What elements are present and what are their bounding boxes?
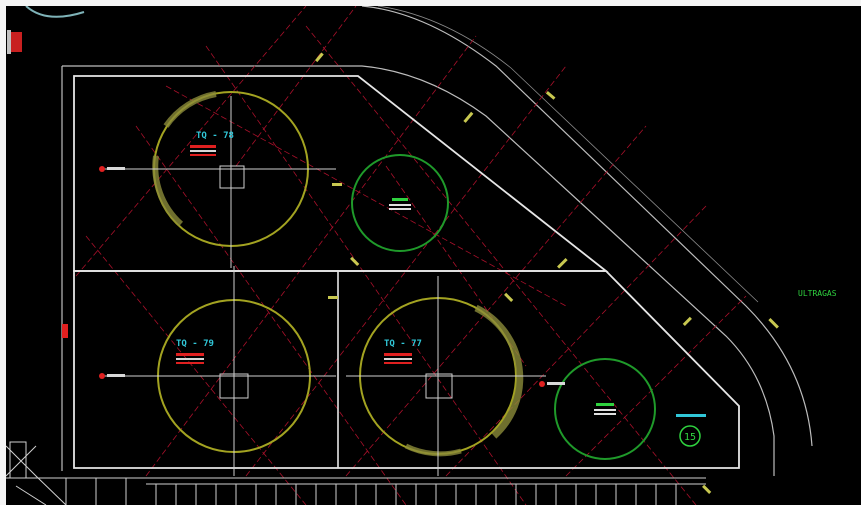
road-curb-outer bbox=[361, 6, 813, 447]
tank-foundation-block bbox=[219, 373, 249, 399]
road-curb-inner bbox=[62, 65, 775, 476]
tank-spec-text bbox=[594, 409, 616, 411]
tank-shell bbox=[554, 358, 656, 460]
tank-small-lower[interactable] bbox=[554, 358, 656, 460]
tank-spec-text bbox=[176, 362, 204, 364]
tank-foundation-block bbox=[219, 165, 245, 189]
dimension-ticks bbox=[315, 52, 779, 494]
tank-shell-hatch bbox=[163, 91, 217, 128]
location-badge[interactable]: 15 bbox=[676, 414, 706, 447]
tank-spec-text bbox=[594, 413, 616, 415]
tank-tag-mark bbox=[596, 403, 614, 406]
red-reference-grid bbox=[75, 6, 747, 505]
tank-tag: TQ - 77 bbox=[384, 339, 422, 349]
tank-foundation-block bbox=[425, 373, 453, 399]
tank-spec-text bbox=[176, 358, 204, 360]
badge-number: 15 bbox=[684, 432, 696, 443]
tank-shell-hatch bbox=[152, 155, 184, 227]
cad-plan-view: TQ - 78 TQ - 79 bbox=[6, 6, 837, 505]
tank-spec-text bbox=[384, 362, 412, 364]
corner-marker bbox=[10, 32, 22, 52]
cad-drawing-canvas[interactable]: TQ - 78 TQ - 79 bbox=[6, 6, 861, 505]
corner-arc bbox=[25, 6, 85, 18]
tank-spec-text bbox=[389, 204, 411, 206]
tank-spec-text bbox=[190, 154, 216, 156]
corner-marker-edge bbox=[7, 30, 11, 54]
badge-caption bbox=[676, 414, 706, 417]
tank-top-left[interactable]: TQ - 78 bbox=[102, 91, 336, 268]
tank-shell-hatch bbox=[404, 443, 462, 457]
tank-spec-text bbox=[384, 353, 412, 356]
road-curb-outer-2 bbox=[377, 6, 759, 303]
tank-spec-text bbox=[176, 353, 204, 356]
tank-small-upper[interactable] bbox=[351, 154, 449, 252]
badge-circle bbox=[679, 425, 701, 447]
tank-spec-text bbox=[190, 150, 216, 152]
tank-spec-text bbox=[384, 358, 412, 360]
tank-spec-text bbox=[389, 208, 411, 210]
elevation-markers bbox=[62, 166, 565, 387]
tank-tag-mark bbox=[392, 198, 408, 201]
tank-shell bbox=[351, 154, 449, 252]
tank-lower-middle[interactable]: TQ - 77 bbox=[346, 276, 546, 476]
dyke-lower bbox=[73, 270, 740, 469]
tank-tag: TQ - 78 bbox=[196, 131, 234, 141]
tank-lower-left[interactable]: TQ - 79 bbox=[102, 266, 336, 476]
area-label: ULTRAGAS bbox=[798, 289, 837, 298]
tank-spec-text bbox=[190, 145, 216, 148]
tank-tag: TQ - 79 bbox=[176, 339, 214, 349]
bottom-piperack bbox=[6, 441, 706, 505]
tank-shell-hatch bbox=[474, 304, 524, 439]
